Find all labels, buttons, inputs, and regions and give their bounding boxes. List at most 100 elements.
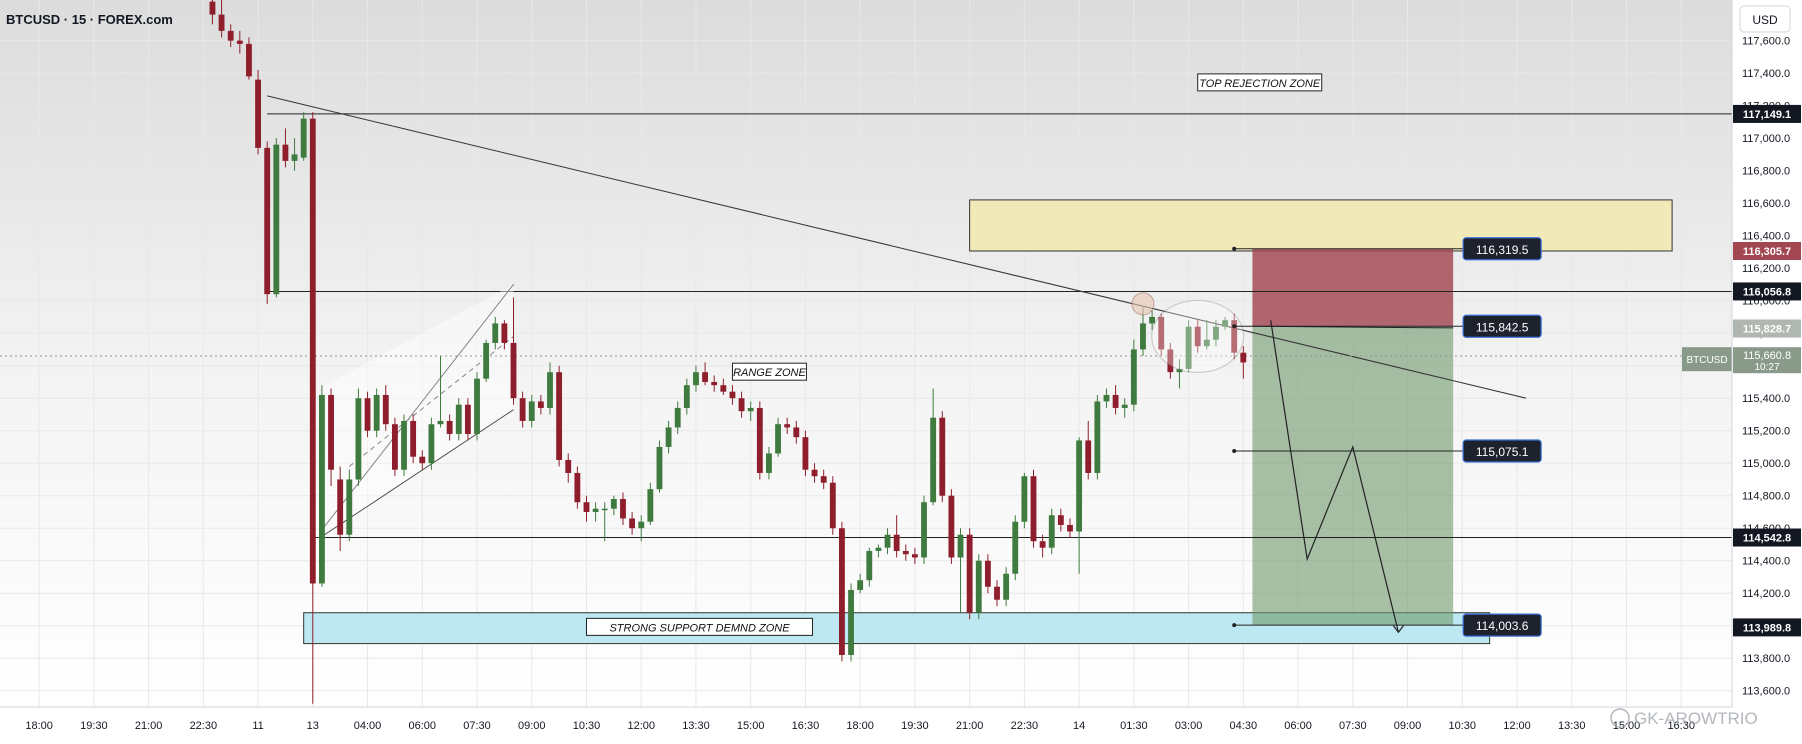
candle-body <box>711 381 718 386</box>
note-box <box>731 362 807 381</box>
candle-body <box>1176 368 1183 373</box>
candle-body <box>738 398 745 412</box>
candle-body <box>1039 541 1046 548</box>
candle-body <box>565 459 572 473</box>
x-tick-label: 18:00 <box>25 720 53 732</box>
candle-body <box>319 394 325 584</box>
target-dot <box>1232 324 1237 329</box>
target-tag-entry_sl: 116,319.5 <box>1476 243 1529 257</box>
x-tick-label: 11 <box>252 720 263 732</box>
candle-body <box>848 589 854 655</box>
axis-tag-mid_line: 116,056.8 <box>1743 286 1791 298</box>
candle-body <box>683 385 690 408</box>
candle-body <box>1203 339 1210 347</box>
candle-body <box>1240 352 1247 363</box>
axis-tag-box <box>1733 104 1801 123</box>
note-support_zone: STRONG SUPPORT DEMND ZONE <box>609 622 790 634</box>
y-tick-label: 116,800.0 <box>1742 166 1790 178</box>
axis-tag-bottom_tag: 113,989.8 <box>1743 622 1791 634</box>
candle-body <box>1158 316 1165 350</box>
btcusd-price: 115,660.8 <box>1743 350 1791 362</box>
projection-overlay: 116,319.5 115,842.5 115,075.1 114,003.6 TOP … <box>585 73 1542 637</box>
candle-body <box>437 420 444 425</box>
target-dot <box>1232 246 1237 251</box>
channel-lower-line <box>321 409 514 537</box>
candle-body <box>410 420 417 457</box>
take-profit-zone <box>1252 326 1454 626</box>
x-tick-label: 13 <box>307 720 319 732</box>
rejection-circle <box>1131 292 1155 316</box>
candle-body <box>601 508 608 511</box>
candle-body <box>975 560 982 613</box>
axis-tag-current_right: 115,828.7 <box>1743 324 1791 336</box>
candle-body <box>866 550 873 581</box>
candle-body <box>775 424 781 454</box>
candle-body <box>674 407 681 428</box>
candle-body <box>884 534 891 548</box>
axis-tag-box <box>1733 319 1801 338</box>
candle-body <box>401 420 407 470</box>
target-tag-box <box>1462 314 1542 338</box>
x-tick-label: 10:30 <box>1449 720 1477 732</box>
x-tick-label: 21:00 <box>135 720 163 732</box>
x-tick-label: 14 <box>1073 720 1085 732</box>
candle-body <box>246 43 252 77</box>
x-tick-label: 13:30 <box>682 720 710 732</box>
currency-button[interactable] <box>1739 5 1791 33</box>
projection-arrowhead <box>1392 625 1404 634</box>
x-tick-label: 19:30 <box>901 720 929 732</box>
candle-body <box>939 417 946 496</box>
x-tick-label: 07:30 <box>1339 720 1367 732</box>
time-axis-background <box>0 707 1802 739</box>
candle-body <box>1030 476 1037 542</box>
candle-body <box>656 446 663 490</box>
y-tick-label: 115,000.0 <box>1742 458 1790 470</box>
candle-body <box>556 372 563 460</box>
x-tick-label: 22:30 <box>1011 720 1039 732</box>
candle-body <box>966 534 973 613</box>
axis-tag-lower_line: 114,542.8 <box>1743 533 1791 545</box>
candle-body <box>702 372 709 382</box>
candle-body <box>300 118 307 158</box>
target-tag-box <box>1462 237 1542 261</box>
candle-body <box>428 424 435 464</box>
candle-body <box>236 40 243 44</box>
candle-body <box>756 407 763 473</box>
candle-body <box>665 427 672 447</box>
candle-body <box>1003 573 1010 600</box>
x-tick-label: 12:00 <box>1503 720 1531 732</box>
currency-label: USD <box>1752 13 1778 27</box>
axis-tag-box <box>1733 282 1801 301</box>
channel-fill <box>321 284 514 537</box>
x-tick-label: 19:30 <box>80 720 108 732</box>
candle-body <box>802 437 809 470</box>
candle-body <box>911 554 918 558</box>
candle-body <box>446 420 453 434</box>
candle-body <box>948 495 955 558</box>
x-tick-label: 04:00 <box>354 720 382 732</box>
zones <box>303 199 1673 645</box>
y-tick-label: 116,200.0 <box>1742 263 1790 275</box>
candle-body <box>455 404 462 434</box>
candle-body <box>984 560 991 587</box>
candle-body <box>382 394 389 425</box>
target-tag-box <box>1462 439 1542 463</box>
y-tick-label: 114,800.0 <box>1742 491 1790 503</box>
x-tick-label: 15:00 <box>1613 720 1641 732</box>
candle-body <box>784 424 791 428</box>
candle-body <box>747 407 754 412</box>
candle-body <box>583 502 590 512</box>
target-tag-tp2: 114,003.6 <box>1476 619 1529 633</box>
x-tick-label: 16:30 <box>1667 720 1695 732</box>
candle-body <box>766 453 772 473</box>
candle-body <box>1130 349 1137 405</box>
top-rejection-zone <box>969 199 1673 252</box>
x-tick-label: 10:30 <box>573 720 601 732</box>
candle-body <box>1112 394 1119 408</box>
btcusd-timer: 10:27 <box>1754 362 1779 373</box>
candle-body <box>519 398 526 421</box>
axis-tag-box <box>1733 528 1801 547</box>
candle-body <box>638 521 645 529</box>
